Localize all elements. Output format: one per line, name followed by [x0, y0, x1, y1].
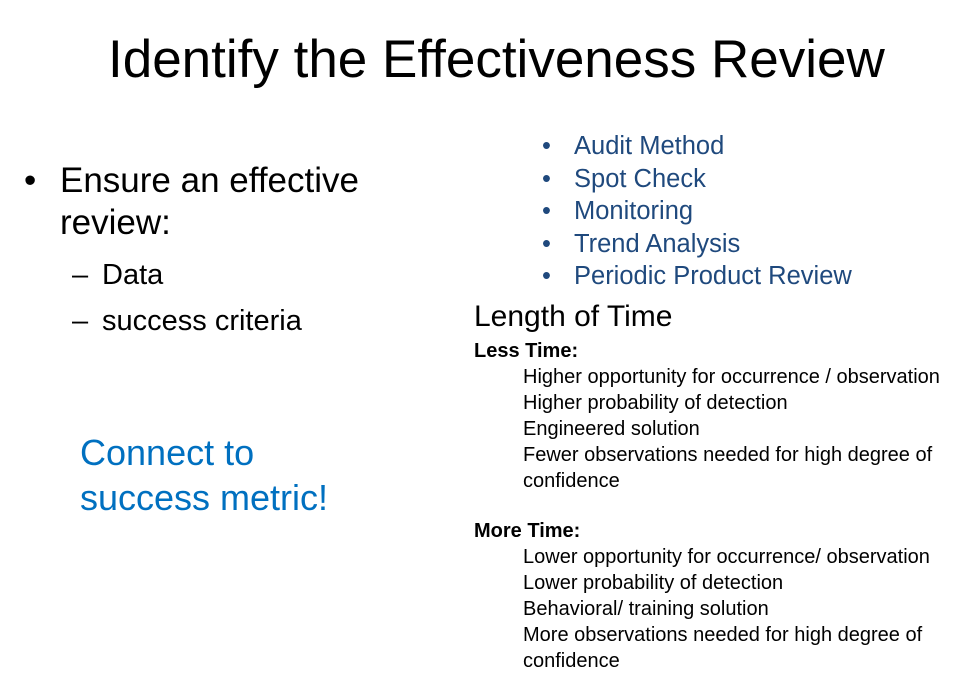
list-item: More observations needed for high degree…	[523, 624, 923, 672]
less-time-label: Less Time	[474, 340, 572, 362]
callout-text: Connect to success metric!	[80, 432, 329, 518]
list-item: Fewer observations needed for high degre…	[523, 444, 933, 492]
more-time-group: More Time: Lower opportunity for occurre…	[474, 518, 943, 674]
list-item: Lower opportunity for occurrence/ observ…	[523, 546, 930, 568]
list-item: Spot Check	[542, 163, 852, 196]
slide-title: Identify the Effectiveness Review	[108, 30, 885, 89]
main-bullet: Ensure an effective review:	[60, 161, 359, 242]
sub-bullet-success-criteria: success criteria	[102, 305, 302, 337]
list-item: Lower probability of detection	[523, 572, 784, 594]
list-item: Trend Analysis	[542, 228, 852, 261]
more-time-label: More Time	[474, 520, 574, 542]
less-time-group: Less Time: Higher opportunity for occurr…	[474, 338, 943, 494]
sub-bullet-data: Data	[102, 259, 164, 291]
dash: –	[72, 305, 89, 337]
list-item: Periodic Product Review	[542, 260, 852, 293]
dash: –	[72, 259, 89, 291]
list-item: Monitoring	[542, 195, 852, 228]
list-item: Behavioral/ training solution	[523, 598, 769, 620]
method-list: Audit Method Spot Check Monitoring Trend…	[542, 130, 852, 293]
bullet-dot: •	[24, 161, 37, 200]
list-item: Higher probability of detection	[523, 392, 788, 414]
list-item: Audit Method	[542, 130, 852, 163]
list-item: Engineered solution	[523, 418, 700, 440]
list-item: Higher opportunity for occurrence / obse…	[523, 366, 940, 388]
length-heading: Length of Time	[474, 300, 673, 333]
